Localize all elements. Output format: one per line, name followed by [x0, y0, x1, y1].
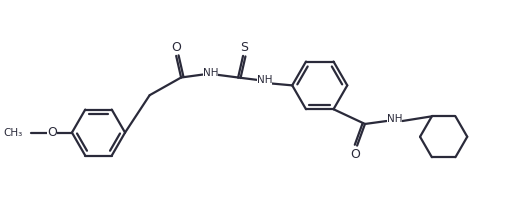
Text: S: S [239, 40, 247, 54]
Text: NH: NH [386, 114, 401, 124]
Text: NH: NH [203, 68, 218, 78]
Text: O: O [349, 148, 360, 161]
Text: CH₃: CH₃ [4, 127, 23, 138]
Text: O: O [171, 40, 181, 54]
Text: NH: NH [257, 75, 272, 85]
Text: O: O [47, 126, 57, 139]
